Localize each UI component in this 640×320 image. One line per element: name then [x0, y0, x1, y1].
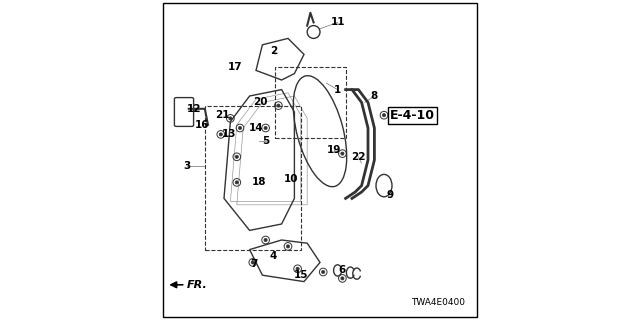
Text: 5: 5	[262, 136, 269, 146]
Text: E-4-10: E-4-10	[390, 109, 435, 122]
Text: 21: 21	[215, 110, 230, 120]
Text: 1: 1	[334, 84, 341, 95]
Text: 16: 16	[195, 120, 209, 130]
Text: 11: 11	[330, 17, 345, 28]
Circle shape	[383, 114, 385, 117]
Circle shape	[340, 277, 344, 280]
Circle shape	[296, 267, 300, 270]
Circle shape	[236, 181, 239, 184]
Text: 7: 7	[251, 259, 258, 269]
Text: 9: 9	[387, 190, 394, 200]
Text: 8: 8	[371, 91, 378, 101]
Text: 13: 13	[221, 129, 236, 140]
Circle shape	[229, 117, 232, 120]
Text: 20: 20	[253, 97, 268, 108]
Circle shape	[264, 126, 268, 130]
Text: TWA4E0400: TWA4E0400	[412, 298, 465, 307]
Text: 12: 12	[186, 104, 201, 114]
Circle shape	[321, 270, 325, 274]
Circle shape	[252, 261, 255, 264]
Circle shape	[287, 245, 290, 248]
Text: 17: 17	[228, 62, 243, 72]
Text: 6: 6	[339, 265, 346, 276]
Circle shape	[340, 152, 344, 155]
Circle shape	[276, 104, 280, 107]
Text: FR.: FR.	[187, 280, 208, 290]
Text: 14: 14	[249, 123, 263, 133]
Text: 22: 22	[351, 152, 365, 162]
Text: 10: 10	[284, 174, 298, 184]
Circle shape	[264, 238, 268, 242]
Text: 2: 2	[270, 46, 277, 56]
Circle shape	[239, 126, 242, 130]
Text: 18: 18	[252, 177, 266, 188]
Text: 19: 19	[327, 145, 342, 156]
Text: 3: 3	[184, 161, 191, 172]
Text: 15: 15	[294, 270, 308, 280]
Text: 4: 4	[270, 251, 277, 261]
Circle shape	[219, 133, 223, 136]
Circle shape	[236, 155, 239, 158]
